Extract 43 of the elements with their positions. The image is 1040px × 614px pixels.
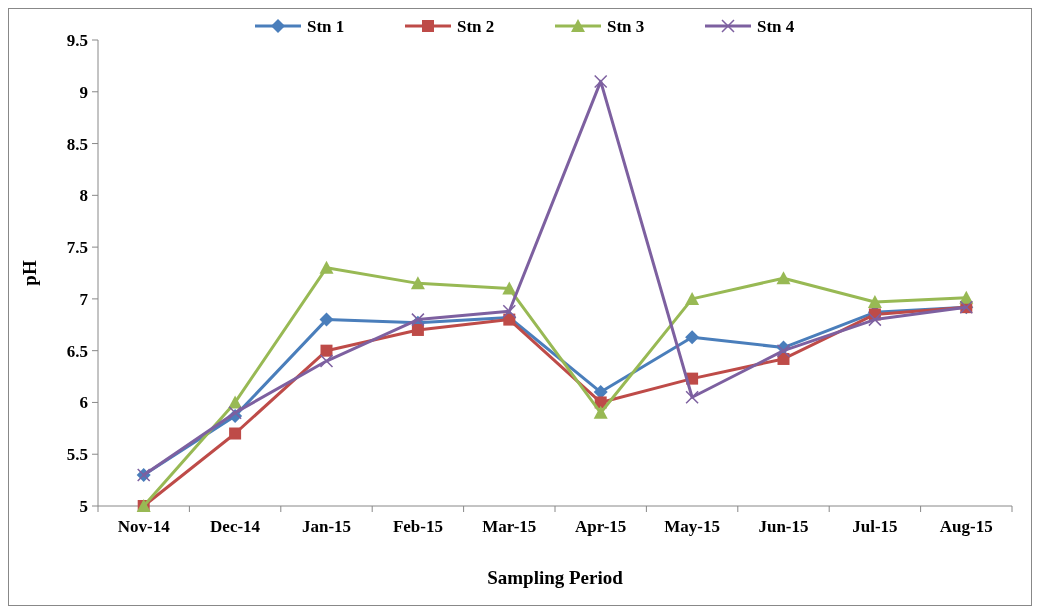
point bbox=[868, 312, 882, 327]
point bbox=[867, 295, 882, 308]
x-tick-label: Mar-15 bbox=[482, 517, 537, 536]
y-tick-label: 8 bbox=[79, 186, 88, 206]
y-tick-label: 8.5 bbox=[66, 134, 88, 154]
legend-label: Stn 1 bbox=[307, 16, 345, 36]
y-tick-label: 5 bbox=[79, 496, 88, 516]
y-tick-label: 6.5 bbox=[66, 341, 88, 361]
point bbox=[502, 304, 517, 319]
point bbox=[319, 260, 334, 274]
point bbox=[593, 405, 608, 419]
point bbox=[410, 276, 425, 290]
point bbox=[502, 281, 517, 295]
x-tick-label: Feb-15 bbox=[392, 517, 443, 536]
y-axis-title: pH bbox=[19, 260, 40, 286]
y-tick-label: 9 bbox=[79, 82, 88, 102]
y-tick-label: 5.5 bbox=[66, 445, 88, 465]
x-tick-label: Nov-14 bbox=[117, 517, 171, 536]
point bbox=[593, 74, 608, 89]
x-tick-label: Apr-15 bbox=[575, 517, 627, 536]
point bbox=[685, 291, 700, 305]
point bbox=[685, 330, 700, 345]
point bbox=[229, 427, 242, 440]
x-tick-label: Jun-15 bbox=[758, 517, 809, 536]
legend-label: Stn 3 bbox=[607, 16, 645, 36]
point bbox=[319, 354, 334, 368]
point bbox=[776, 271, 791, 285]
y-tick-label: 7.5 bbox=[66, 238, 88, 258]
x-axis-title: Sampling Period bbox=[487, 567, 624, 588]
x-tick-label: May-15 bbox=[664, 517, 720, 536]
x-tick-label: Aug-15 bbox=[939, 517, 993, 536]
y-tick-label: 7 bbox=[79, 289, 89, 309]
legend-label: Stn 2 bbox=[457, 16, 495, 36]
x-tick-label: Jul-15 bbox=[852, 517, 898, 536]
x-tick-label: Dec-14 bbox=[210, 517, 261, 536]
point bbox=[320, 344, 333, 357]
point bbox=[411, 323, 424, 336]
y-tick-label: 6 bbox=[79, 393, 88, 413]
y-tick-label: 9.5 bbox=[66, 30, 88, 50]
point bbox=[319, 312, 334, 327]
x-tick-label: Jan-15 bbox=[301, 517, 352, 536]
point bbox=[685, 390, 699, 405]
legend-label: Stn 4 bbox=[757, 16, 795, 36]
